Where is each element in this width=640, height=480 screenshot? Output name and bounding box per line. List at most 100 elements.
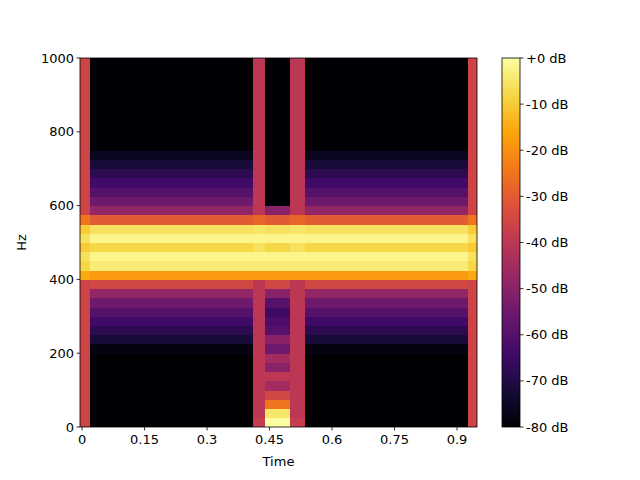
cell: [265, 279, 290, 289]
cell: [468, 362, 477, 372]
cell: [468, 261, 477, 271]
cell: [305, 307, 468, 317]
cell: [305, 178, 468, 188]
cell: [468, 399, 477, 409]
cell: [290, 196, 305, 206]
y-tick: [77, 279, 81, 280]
cell: [80, 390, 90, 400]
x-tick: [394, 427, 395, 431]
cell: [468, 169, 477, 179]
cell: [90, 279, 253, 289]
cell: [290, 104, 305, 114]
cell: [265, 58, 290, 68]
x-tick-label: 0: [78, 432, 86, 447]
cell: [90, 169, 253, 179]
cell: [290, 270, 305, 280]
cell: [305, 150, 468, 160]
colorbar-tick-label: -70 dB: [526, 373, 569, 388]
cell: [90, 243, 253, 253]
colorbar-tick-label: -20 dB: [526, 143, 569, 158]
cell: [468, 381, 477, 391]
cell: [80, 178, 90, 188]
x-tick-label: 0.6: [322, 432, 343, 447]
cell: [265, 252, 290, 262]
cell: [80, 132, 90, 142]
cell: [80, 141, 90, 151]
cell: [468, 289, 477, 299]
cell: [253, 132, 266, 142]
cell: [90, 409, 253, 419]
cell: [468, 233, 477, 243]
cell: [90, 95, 253, 105]
x-tick: [82, 427, 83, 431]
cell: [265, 150, 290, 160]
cell: [290, 418, 305, 427]
cell: [80, 372, 90, 382]
cell: [90, 224, 253, 234]
cell: [265, 196, 290, 206]
cell: [80, 150, 90, 160]
cell: [290, 326, 305, 336]
cell: [80, 279, 90, 289]
cell: [90, 159, 253, 169]
cell: [305, 344, 468, 354]
cell: [253, 187, 266, 197]
cell: [290, 335, 305, 345]
cell: [90, 233, 253, 243]
cell: [253, 86, 266, 96]
cell: [253, 150, 266, 160]
cell: [253, 178, 266, 188]
cell: [290, 381, 305, 391]
cell: [90, 298, 253, 308]
y-tick: [77, 131, 81, 132]
cell: [468, 372, 477, 382]
cell: [290, 316, 305, 326]
cell: [253, 243, 266, 253]
cell: [80, 261, 90, 271]
cell: [253, 159, 266, 169]
cell: [80, 215, 90, 225]
cell: [90, 372, 253, 382]
cell: [468, 335, 477, 345]
cell: [305, 298, 468, 308]
cell: [253, 58, 266, 68]
cell: [253, 270, 266, 280]
cell: [80, 86, 90, 96]
cell: [253, 95, 266, 105]
figure: 00.150.30.450.60.750.902004006008001000T…: [0, 0, 640, 480]
cell: [253, 353, 266, 363]
colorbar-tick: [520, 427, 524, 428]
cell: [265, 224, 290, 234]
cell: [305, 169, 468, 179]
cell: [305, 67, 468, 77]
cell: [90, 261, 253, 271]
cells: [80, 58, 477, 427]
cell: [90, 381, 253, 391]
cell: [468, 159, 477, 169]
cell: [290, 178, 305, 188]
x-tick: [144, 427, 145, 431]
y-tick-label: 0: [66, 420, 74, 435]
cell: [265, 104, 290, 114]
x-tick-label: 0.9: [447, 432, 468, 447]
x-axis-title: Time: [262, 454, 295, 469]
cell: [90, 76, 253, 86]
cell: [290, 67, 305, 77]
cell: [253, 76, 266, 86]
cell: [468, 390, 477, 400]
cell: [90, 67, 253, 77]
cell: [305, 187, 468, 197]
cell: [290, 307, 305, 317]
cell: [253, 316, 266, 326]
cell: [305, 95, 468, 105]
cell: [290, 390, 305, 400]
cell: [90, 123, 253, 133]
cell: [90, 150, 253, 160]
cell: [265, 95, 290, 105]
cell: [305, 123, 468, 133]
colorbar-tick-label: -40 dB: [526, 235, 569, 250]
cell: [468, 178, 477, 188]
cell: [253, 344, 266, 354]
cell: [265, 335, 290, 345]
cell: [290, 289, 305, 299]
